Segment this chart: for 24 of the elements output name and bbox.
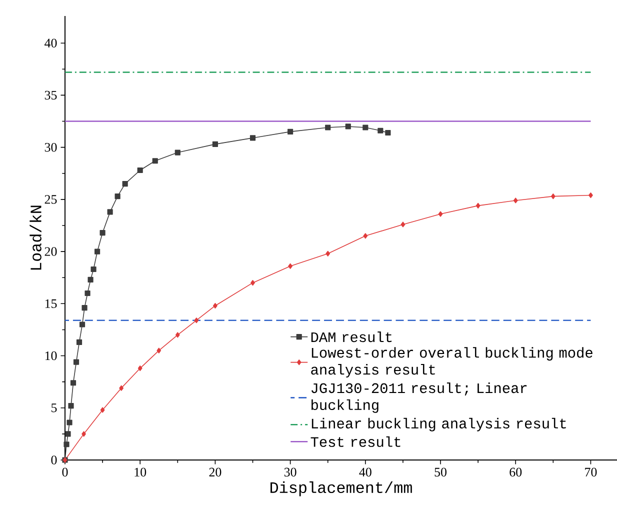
legend-label: Lowest-order overall buckling mode analysis result [311,347,592,378]
x-tick-label: 10 [134,468,146,477]
y-tick-label: 35 [44,90,57,100]
y-tick-label: 5 [52,404,57,412]
x-axis-title: Displacement/mm [270,481,412,496]
y-tick-label: 40 [44,38,57,48]
y-tick-label: 30 [44,142,57,152]
x-tick-label: 0 [62,468,68,477]
x-tick-label: 50 [434,468,446,477]
y-tick-label: 15 [45,299,57,308]
x-tick-label: 30 [284,468,296,477]
legend-label: Test result [310,436,400,447]
y-tick-label: 10 [45,351,57,360]
x-tick-label: 70 [585,468,597,477]
legend-label: DAM result [311,332,392,342]
legend-label: Linear buckling analysis result [312,418,566,432]
x-tick-label: 20 [209,468,222,477]
x-tick-label: 60 [510,468,522,477]
y-axis-title: Load/kN [30,206,42,270]
legend-label: JGJ130-2011 result; Linear buckling [311,382,527,413]
y-tick-label: 20 [44,247,57,256]
y-tick-label: 0 [51,456,57,464]
x-tick-label: 40 [359,468,372,477]
y-tick-label: 25 [44,195,57,204]
